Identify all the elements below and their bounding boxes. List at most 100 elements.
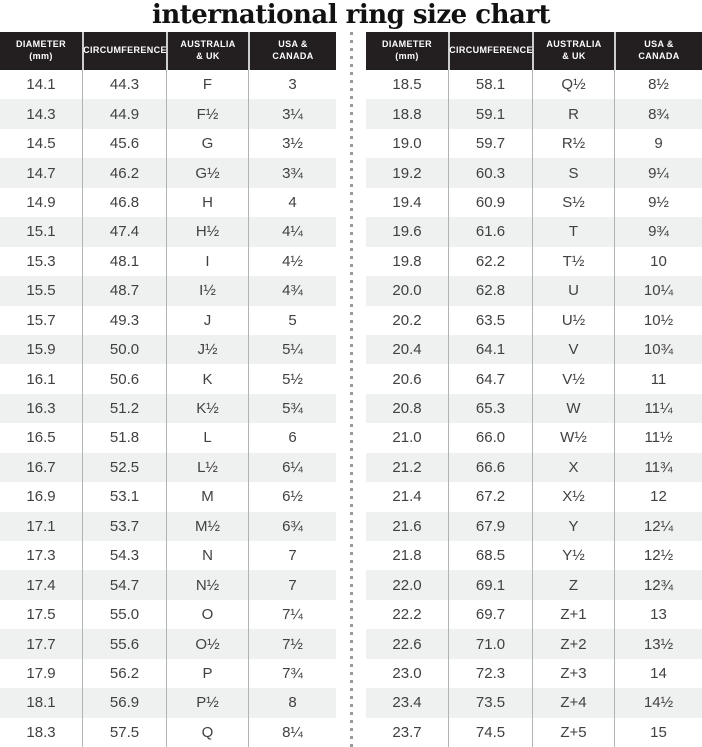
table-cell: 55.6	[82, 629, 166, 659]
table-cell: F	[166, 70, 248, 100]
table-row: 14.7 46.2 G½ 3¾	[0, 158, 336, 188]
table-cell: J	[166, 305, 248, 335]
table-row: 20.4 64.1 V 10¾	[366, 334, 702, 365]
table-row: 23.7 74.5 Z+5 15	[366, 717, 702, 747]
table-cell: T	[532, 217, 614, 247]
table-cell: 69.7	[448, 599, 532, 630]
table-cell: 19.0	[392, 135, 422, 153]
table-body: 18.5 58.1 Q½ 8½ 18.8 59.1 R 8¾ 19.0 59.7 R½ 9 19.2 60…	[366, 70, 702, 747]
table-cell: 23.7	[392, 723, 422, 741]
table-row: 14.9 46.8 H 4	[0, 187, 336, 218]
table-cell: 56.2	[82, 658, 166, 689]
table-cell: J½	[166, 334, 248, 365]
ring-size-table-left: DIAMETER (mm) CIRCUMFERENCE AUSTRALIA & …	[0, 32, 336, 747]
table-cell: 20.4	[392, 341, 422, 359]
table-cell: 10	[614, 246, 702, 277]
table-row: 19.2 60.3 S 9¼	[366, 158, 702, 188]
table-cell: 6¾	[248, 511, 336, 541]
table-cell: 4¾	[248, 276, 336, 306]
table-cell: I	[166, 246, 248, 277]
table-cell: O½	[166, 629, 248, 659]
table-cell: 18.3	[26, 723, 56, 741]
table-cell: 21.0	[392, 429, 422, 447]
table-cell: 9	[614, 128, 702, 159]
table-cell: 71.0	[448, 629, 532, 659]
table-cell: 20.0	[392, 282, 422, 300]
table-cell: 14	[614, 658, 702, 689]
table-cell: 4½	[248, 246, 336, 277]
table-cell: 9¼	[614, 158, 702, 188]
table-cell: 7¼	[248, 599, 336, 630]
table-cell: 69.1	[448, 570, 532, 600]
table-cell: 6¼	[248, 452, 336, 483]
table-cell: 60.9	[448, 187, 532, 218]
table-cell: 49.3	[82, 305, 166, 335]
table-cell: 63.5	[448, 305, 532, 335]
table-cell: 16.7	[26, 458, 56, 476]
table-row: 21.0 66.0 W½ 11½	[366, 423, 702, 453]
table-cell: 17.7	[26, 635, 56, 653]
table-row: 23.0 72.3 Z+3 14	[366, 658, 702, 689]
table-cell: 7½	[248, 629, 336, 659]
table-cell: I½	[166, 276, 248, 306]
column-header-diameter: DIAMETER (mm)	[0, 32, 82, 70]
table-cell: 11¾	[614, 452, 702, 483]
table-row: 18.3 57.5 Q 8¼	[0, 717, 336, 747]
table-cell: 52.5	[82, 452, 166, 483]
table-cell: 44.9	[82, 99, 166, 129]
table-cell: X½	[532, 482, 614, 512]
table-cell: 50.6	[82, 364, 166, 394]
table-cell: 57.5	[82, 717, 166, 747]
table-cell: 59.7	[448, 128, 532, 159]
table-cell: 15.7	[26, 311, 56, 329]
table-row: 16.3 51.2 K½ 5¾	[0, 393, 336, 424]
table-cell: 18.8	[392, 105, 422, 123]
table-row: 19.0 59.7 R½ 9	[366, 128, 702, 159]
table-cell: G½	[166, 158, 248, 188]
ring-size-chart: DIAMETER (mm) CIRCUMFERENCE AUSTRALIA & …	[0, 32, 702, 747]
table-cell: 20.6	[392, 370, 422, 388]
table-row: 21.6 67.9 Y 12¼	[366, 511, 702, 541]
table-cell: 18.5	[392, 76, 422, 94]
table-row: 18.1 56.9 P½ 8	[0, 688, 336, 718]
table-cell: 15.3	[26, 252, 56, 270]
column-header-line: CANADA	[272, 51, 314, 61]
table-cell: 17.4	[26, 576, 56, 594]
column-header-australia-uk: AUSTRALIA & UK	[532, 32, 614, 70]
column-header-circumference: CIRCUMFERENCE	[448, 32, 532, 70]
table-cell: 16.1	[26, 370, 56, 388]
table-cell: 8	[248, 688, 336, 718]
table-cell: W	[532, 393, 614, 424]
table-cell: 45.6	[82, 128, 166, 159]
ring-size-table-right: DIAMETER (mm) CIRCUMFERENCE AUSTRALIA & …	[366, 32, 702, 747]
table-cell: 64.1	[448, 334, 532, 365]
table-cell: 15.5	[26, 282, 56, 300]
table-cell: 21.2	[392, 458, 422, 476]
table-cell: 14½	[614, 688, 702, 718]
table-cell: V½	[532, 364, 614, 394]
table-cell: 17.5	[26, 606, 56, 624]
table-cell: P	[166, 658, 248, 689]
table-row: 21.8 68.5 Y½ 12½	[366, 541, 702, 571]
table-row: 19.6 61.6 T 9¾	[366, 217, 702, 247]
table-cell: X	[532, 452, 614, 483]
table-cell: 54.3	[82, 541, 166, 571]
table-row: 14.3 44.9 F½ 3¼	[0, 99, 336, 129]
table-cell: S	[532, 158, 614, 188]
table-cell: 6	[248, 423, 336, 453]
table-cell: 22.0	[392, 576, 422, 594]
table-cell: 5¾	[248, 393, 336, 424]
table-cell: 62.2	[448, 246, 532, 277]
table-cell: 12¾	[614, 570, 702, 600]
dotted-divider-line	[336, 32, 366, 747]
table-cell: 66.6	[448, 452, 532, 483]
column-header-line: (mm)	[395, 51, 419, 61]
table-cell: 61.6	[448, 217, 532, 247]
column-header-usa-canada: USA & CANADA	[248, 32, 336, 70]
table-cell: 15.9	[26, 341, 56, 359]
page-title: international ring size chart	[151, 0, 551, 30]
table-cell: 7	[248, 541, 336, 571]
table-row: 21.2 66.6 X 11¾	[366, 452, 702, 483]
table-cell: R	[532, 99, 614, 129]
